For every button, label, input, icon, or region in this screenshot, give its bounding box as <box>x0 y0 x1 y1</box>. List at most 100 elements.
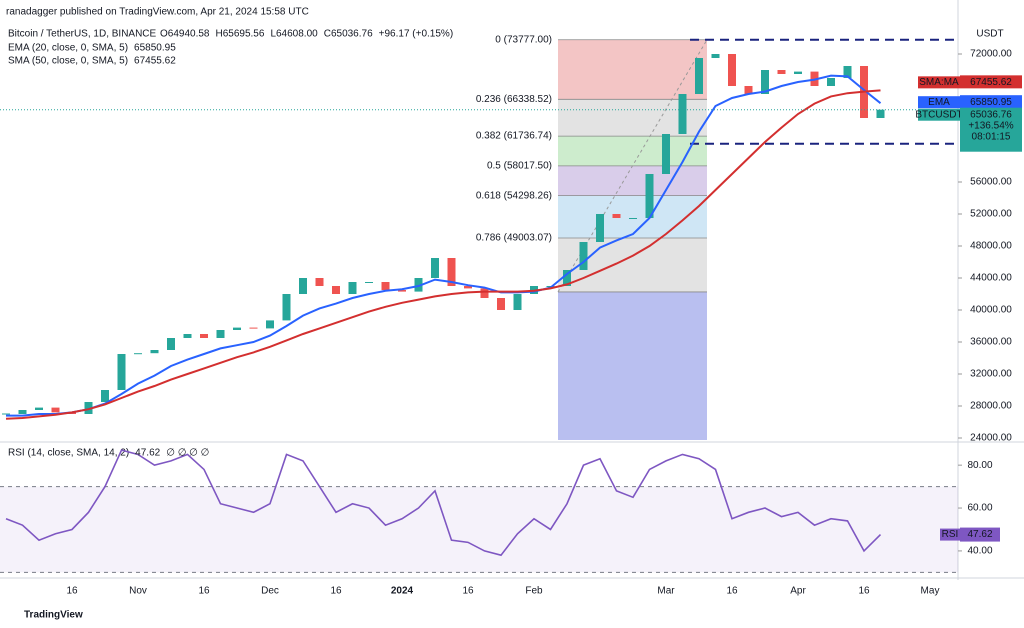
ma-name-tag <box>918 76 960 89</box>
y-tick-label: 32000.00 <box>970 369 1012 380</box>
ma-name-tag <box>918 96 960 109</box>
rsi-extras: ∅ ∅ ∅ ∅ <box>166 448 209 459</box>
x-tick-label: May <box>921 586 940 597</box>
attribution: ranadagger published on TradingView.com,… <box>6 7 309 18</box>
fib-label: 0.382 (61736.74) <box>476 131 552 142</box>
candle <box>645 174 654 218</box>
currency: USDT <box>976 29 1003 40</box>
candle <box>315 278 324 286</box>
x-tick-label: Feb <box>525 586 543 597</box>
y-tick-label: 40000.00 <box>970 305 1012 316</box>
price-box <box>960 107 1022 152</box>
x-tick-label: 16 <box>66 586 78 597</box>
rsi-name: RSI <box>942 529 959 540</box>
fib-label: 0 (73777.00) <box>495 34 552 45</box>
candle <box>150 350 159 354</box>
countdown: 08:01:15 <box>972 131 1011 142</box>
x-tick-label: 16 <box>858 586 870 597</box>
candle <box>2 413 10 415</box>
y-tick-label: 24000.00 <box>970 433 1012 444</box>
fib-band <box>558 195 707 238</box>
candle <box>629 218 637 219</box>
rsi-name-tag <box>940 528 960 541</box>
ohlc-value: C65036.76 <box>324 29 373 40</box>
candle <box>348 282 357 294</box>
candle <box>282 294 291 321</box>
candle <box>431 258 439 278</box>
rsi-title: RSI (14, close, SMA, 14, 2) <box>8 448 129 459</box>
legend-value: 67455.62 <box>134 56 176 67</box>
candle <box>332 286 340 294</box>
candle <box>827 78 835 86</box>
y-tick-label: 56000.00 <box>970 177 1012 188</box>
x-tick-label: 16 <box>462 586 474 597</box>
y-tick-label: 28000.00 <box>970 401 1012 412</box>
candle <box>497 298 505 310</box>
candle <box>299 278 307 294</box>
candle <box>662 134 670 174</box>
legend-value: 65850.95 <box>134 43 176 54</box>
ma-price: 67455.62 <box>970 77 1012 88</box>
candle <box>18 410 27 414</box>
candle <box>381 282 390 290</box>
ma-line <box>5 89 881 420</box>
candle <box>447 258 456 286</box>
y-tick-label: 48000.00 <box>970 241 1012 252</box>
x-tick-label: 16 <box>726 586 738 597</box>
candle <box>794 71 802 74</box>
candle <box>876 109 885 118</box>
candle <box>513 294 522 310</box>
x-tick-label: 2024 <box>391 586 414 597</box>
rsi-tick-label: 40.00 <box>967 546 992 557</box>
candle <box>398 290 406 292</box>
price-tag <box>960 95 1022 109</box>
candle <box>744 86 753 94</box>
y-tick-label: 44000.00 <box>970 273 1012 284</box>
ohlc-value: H65695.56 <box>216 29 265 40</box>
candle <box>84 402 93 414</box>
candle <box>612 214 621 218</box>
fib-label: 0.618 (54298.26) <box>476 190 552 201</box>
candle <box>596 214 604 242</box>
fib-label: 0.236 (66338.52) <box>476 94 552 105</box>
candle <box>695 58 703 94</box>
candle <box>414 278 423 292</box>
candle <box>200 334 208 338</box>
fib-label: 0.786 (49003.07) <box>476 233 552 244</box>
fib-band <box>558 291 707 440</box>
ma-name: EMA <box>928 97 950 108</box>
candle <box>843 66 852 78</box>
candle <box>579 242 588 270</box>
candle <box>101 390 109 402</box>
rsi-tag <box>960 527 1000 542</box>
price-tag <box>960 75 1022 89</box>
x-tick-label: 16 <box>330 586 342 597</box>
symbol: Bitcoin / TetherUS, 1D, BINANCE <box>8 29 157 40</box>
fib-band <box>558 136 707 166</box>
candle <box>249 327 258 329</box>
fib-band <box>558 165 707 196</box>
last-price: 65036.76 <box>970 109 1012 120</box>
fib-label: 0.5 (58017.50) <box>487 161 552 172</box>
candle <box>464 286 472 289</box>
candle <box>35 407 43 410</box>
candle <box>678 94 687 134</box>
y-tick-label: 36000.00 <box>970 337 1012 348</box>
candle <box>761 70 769 94</box>
candle <box>365 282 373 283</box>
ma-name: SMA:MA <box>919 77 959 88</box>
candle <box>216 330 225 338</box>
legend-label: SMA (50, close, 0, SMA, 5) <box>8 56 128 67</box>
candle <box>777 70 786 74</box>
x-tick-label: 16 <box>198 586 210 597</box>
candle <box>134 353 142 355</box>
x-tick-label: Dec <box>261 586 279 597</box>
x-tick-label: Apr <box>790 586 806 597</box>
fib-band <box>558 39 707 100</box>
rsi-band <box>0 486 958 573</box>
symbol-tag <box>918 108 960 121</box>
candle <box>167 338 175 350</box>
rsi-tick-label: 80.00 <box>967 460 992 471</box>
